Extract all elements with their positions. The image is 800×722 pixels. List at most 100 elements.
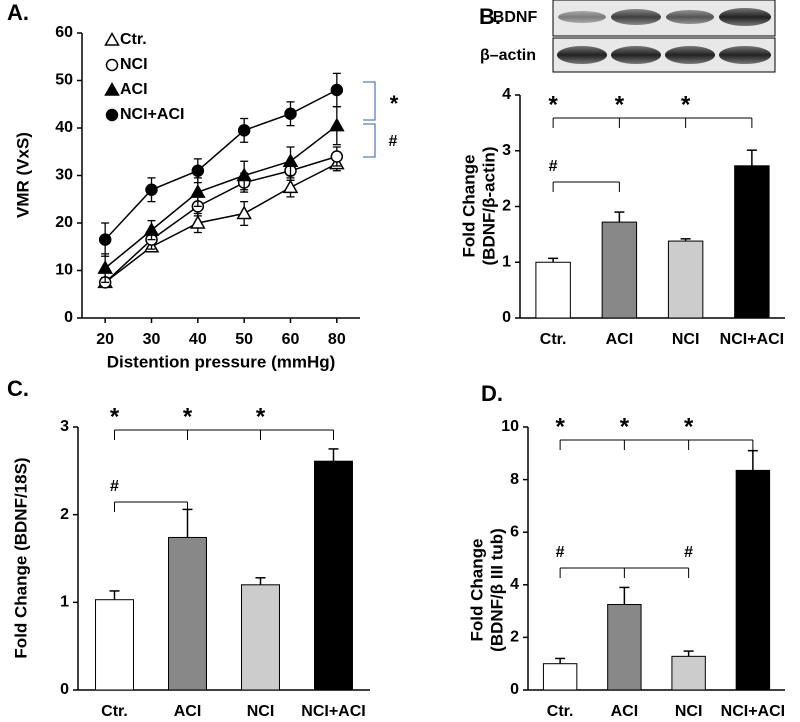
- annotation: *: [684, 413, 694, 440]
- y-tick-label: 1: [502, 253, 511, 270]
- x-tick-label: NCI+ACI: [301, 703, 365, 717]
- bar: [607, 604, 642, 691]
- marker: [191, 164, 205, 177]
- y-tick-label: 40: [55, 119, 73, 136]
- marker: [282, 153, 299, 167]
- bar: [671, 655, 706, 691]
- legend-marker: [104, 81, 120, 96]
- series-line: [104, 162, 338, 283]
- annotation: *: [183, 403, 193, 430]
- legend-item: ACI: [104, 81, 148, 98]
- x-tick-label: NCI+ACI: [721, 703, 785, 717]
- panel-label: C.: [7, 376, 29, 401]
- annotation: #: [684, 544, 693, 561]
- blot-band: [611, 46, 661, 64]
- legend-item: NCI: [105, 56, 148, 73]
- annotation: *: [620, 413, 630, 440]
- panel-label: B.: [479, 4, 501, 29]
- x-tick-label: NCI: [675, 703, 703, 717]
- annotation: *: [256, 403, 266, 430]
- y-tick-label: 3: [60, 418, 69, 435]
- x-axis-title: Distention pressure (mmHg): [107, 352, 336, 371]
- legend-item: Ctr.: [104, 31, 147, 48]
- series-line: [104, 155, 338, 283]
- y-tick-label: 0: [502, 309, 511, 326]
- blot-label: β–actin: [480, 47, 536, 64]
- marker: [330, 150, 344, 163]
- marker: [145, 183, 158, 196]
- bar: [734, 165, 770, 319]
- marker: [330, 83, 344, 97]
- x-tick-label: 60: [282, 331, 300, 348]
- y-tick-label: 2: [510, 629, 519, 646]
- y-tick-label: 30: [55, 167, 73, 184]
- y-tick-label: 50: [55, 72, 73, 89]
- x-tick-label: NCI+ACI: [720, 331, 784, 348]
- legend-label: ACI: [120, 81, 148, 98]
- blot: BDNF β–actin: [480, 0, 776, 73]
- marker: [237, 124, 251, 137]
- blot-band: [719, 46, 771, 64]
- marker: [190, 214, 206, 229]
- bar: [542, 663, 578, 691]
- y-tick-label: 6: [510, 523, 519, 540]
- x-tick-label: 40: [189, 331, 207, 348]
- annotation: *: [681, 91, 691, 118]
- marker: [190, 184, 206, 198]
- y-axis-title: VMR (VxS): [13, 132, 32, 218]
- y-tick-label: 8: [510, 471, 519, 488]
- marker: [329, 117, 345, 132]
- y-tick-label: 2: [60, 506, 69, 523]
- bar: [735, 469, 771, 691]
- y-tick-label: 3: [502, 142, 511, 159]
- y-tick-label: 4: [510, 576, 519, 593]
- y-tick-label: 10: [55, 262, 73, 279]
- series-line: [104, 89, 338, 241]
- legend-marker: [104, 31, 120, 46]
- marker: [236, 205, 252, 220]
- y-axis-title: (BDNF/β-actin): [479, 147, 498, 266]
- bracket: [363, 123, 376, 158]
- x-tick-label: 50: [235, 331, 253, 348]
- y-tick-label: 20: [55, 214, 73, 231]
- y-tick-label: 60: [55, 24, 73, 41]
- legend-label: Ctr.: [120, 31, 147, 48]
- annotation: *: [390, 91, 399, 116]
- annotation: *: [548, 91, 558, 118]
- x-tick-label: 80: [328, 331, 346, 348]
- y-axis-title: Fold Change: [467, 539, 486, 642]
- blot-band: [611, 9, 661, 25]
- x-tick-label: ACI: [174, 703, 202, 717]
- x-tick-label: 20: [96, 331, 114, 348]
- annotation: #: [549, 158, 558, 175]
- blot-label: BDNF: [493, 9, 538, 26]
- y-axis-title: (BDNF/β III tub): [487, 528, 506, 652]
- x-tick-label: ACI: [611, 703, 639, 717]
- y-tick-label: 4: [502, 86, 511, 103]
- x-tick-label: 30: [143, 331, 161, 348]
- x-tick-label: Ctr.: [540, 331, 567, 348]
- y-tick-label: 1: [60, 594, 69, 611]
- bar: [535, 261, 571, 319]
- annotation: #: [110, 478, 119, 495]
- blot-band: [665, 46, 715, 64]
- annotation: #: [556, 544, 565, 561]
- marker: [97, 260, 113, 274]
- y-tick-label: 0: [60, 681, 69, 698]
- y-tick-label: 0: [64, 309, 73, 326]
- y-axis-title: Fold Change: [459, 155, 478, 258]
- panel-label: A.: [7, 0, 29, 25]
- marker: [282, 179, 299, 194]
- panel-label: D.: [481, 381, 503, 406]
- bar: [168, 536, 207, 691]
- y-tick-label: 10: [501, 418, 519, 435]
- y-tick-label: 0: [510, 681, 519, 698]
- legend-label: NCI: [120, 56, 148, 73]
- marker: [143, 222, 160, 236]
- bar: [601, 221, 638, 319]
- x-tick-label: Ctr.: [547, 703, 574, 717]
- annotation: #: [389, 133, 398, 150]
- x-tick-label: NCI: [247, 703, 275, 717]
- legend-marker: [105, 108, 119, 122]
